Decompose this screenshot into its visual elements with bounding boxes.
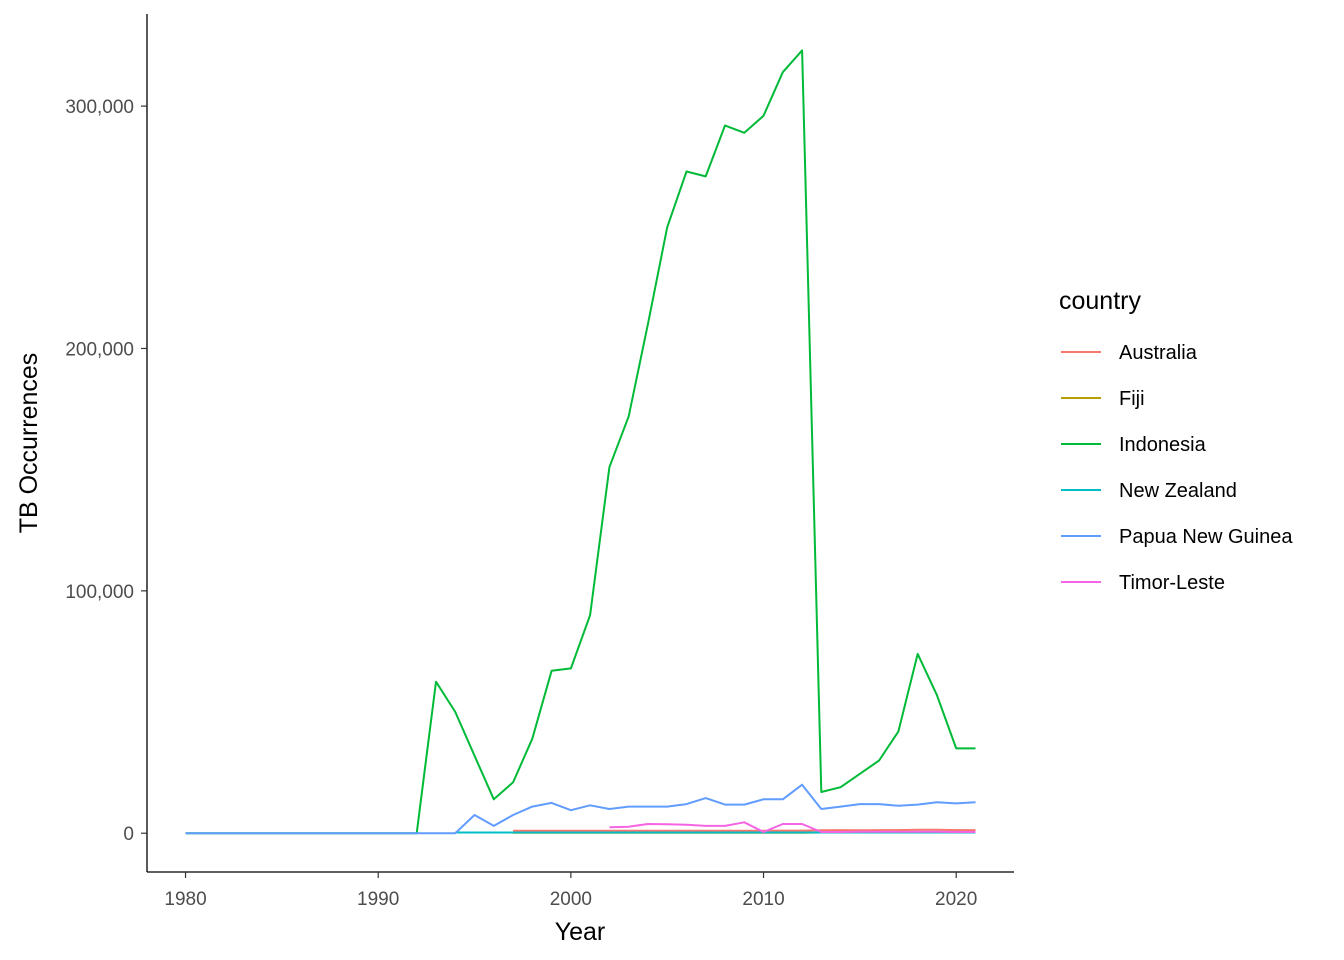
x-ticks: 1980 1990 2000 2010 2020 — [164, 872, 977, 910]
legend-item-timor-leste: Timor-Leste — [1061, 572, 1225, 594]
legend-label: New Zealand — [1119, 480, 1237, 502]
y-tick-label: 100,000 — [65, 582, 134, 603]
legend-item-indonesia: Indonesia — [1061, 434, 1207, 456]
legend-item-australia: Australia — [1061, 342, 1198, 364]
y-ticks: 0 100,000 200,000 300,000 — [65, 97, 147, 845]
legend-label: Fiji — [1119, 388, 1145, 410]
legend-label: Papua New Guinea — [1119, 526, 1293, 548]
x-axis-title: Year — [555, 918, 606, 946]
series-line-australia — [513, 828, 976, 832]
series-line-timor-leste — [609, 821, 976, 833]
x-tick-label: 2020 — [935, 889, 977, 910]
x-tick-label: 1980 — [164, 889, 206, 910]
legend-title: country — [1059, 287, 1141, 315]
legend-label: Timor-Leste — [1119, 572, 1225, 594]
x-tick-label: 1990 — [357, 889, 399, 910]
legend-label: Australia — [1119, 342, 1198, 364]
legend-item-new-zealand: New Zealand — [1061, 480, 1237, 502]
y-axis-title: TB Occurrences — [15, 353, 43, 534]
legend: country Australia Fiji Indonesia New Zealan… — [1059, 287, 1293, 594]
y-tick-label: 200,000 — [65, 339, 134, 360]
y-tick-label: 0 — [123, 824, 134, 845]
x-tick-label: 2010 — [742, 889, 784, 910]
legend-item-papua-new-guinea: Papua New Guinea — [1061, 526, 1293, 548]
series-line-papua-new-guinea — [185, 783, 976, 835]
y-tick-label: 300,000 — [65, 97, 134, 118]
series-layer — [185, 49, 976, 835]
series-line-indonesia — [185, 49, 976, 835]
legend-item-fiji: Fiji — [1061, 388, 1145, 410]
legend-label: Indonesia — [1119, 434, 1207, 456]
x-tick-label: 2000 — [550, 889, 592, 910]
legend-items: Australia Fiji Indonesia New Zealand Papua N… — [1061, 342, 1293, 594]
